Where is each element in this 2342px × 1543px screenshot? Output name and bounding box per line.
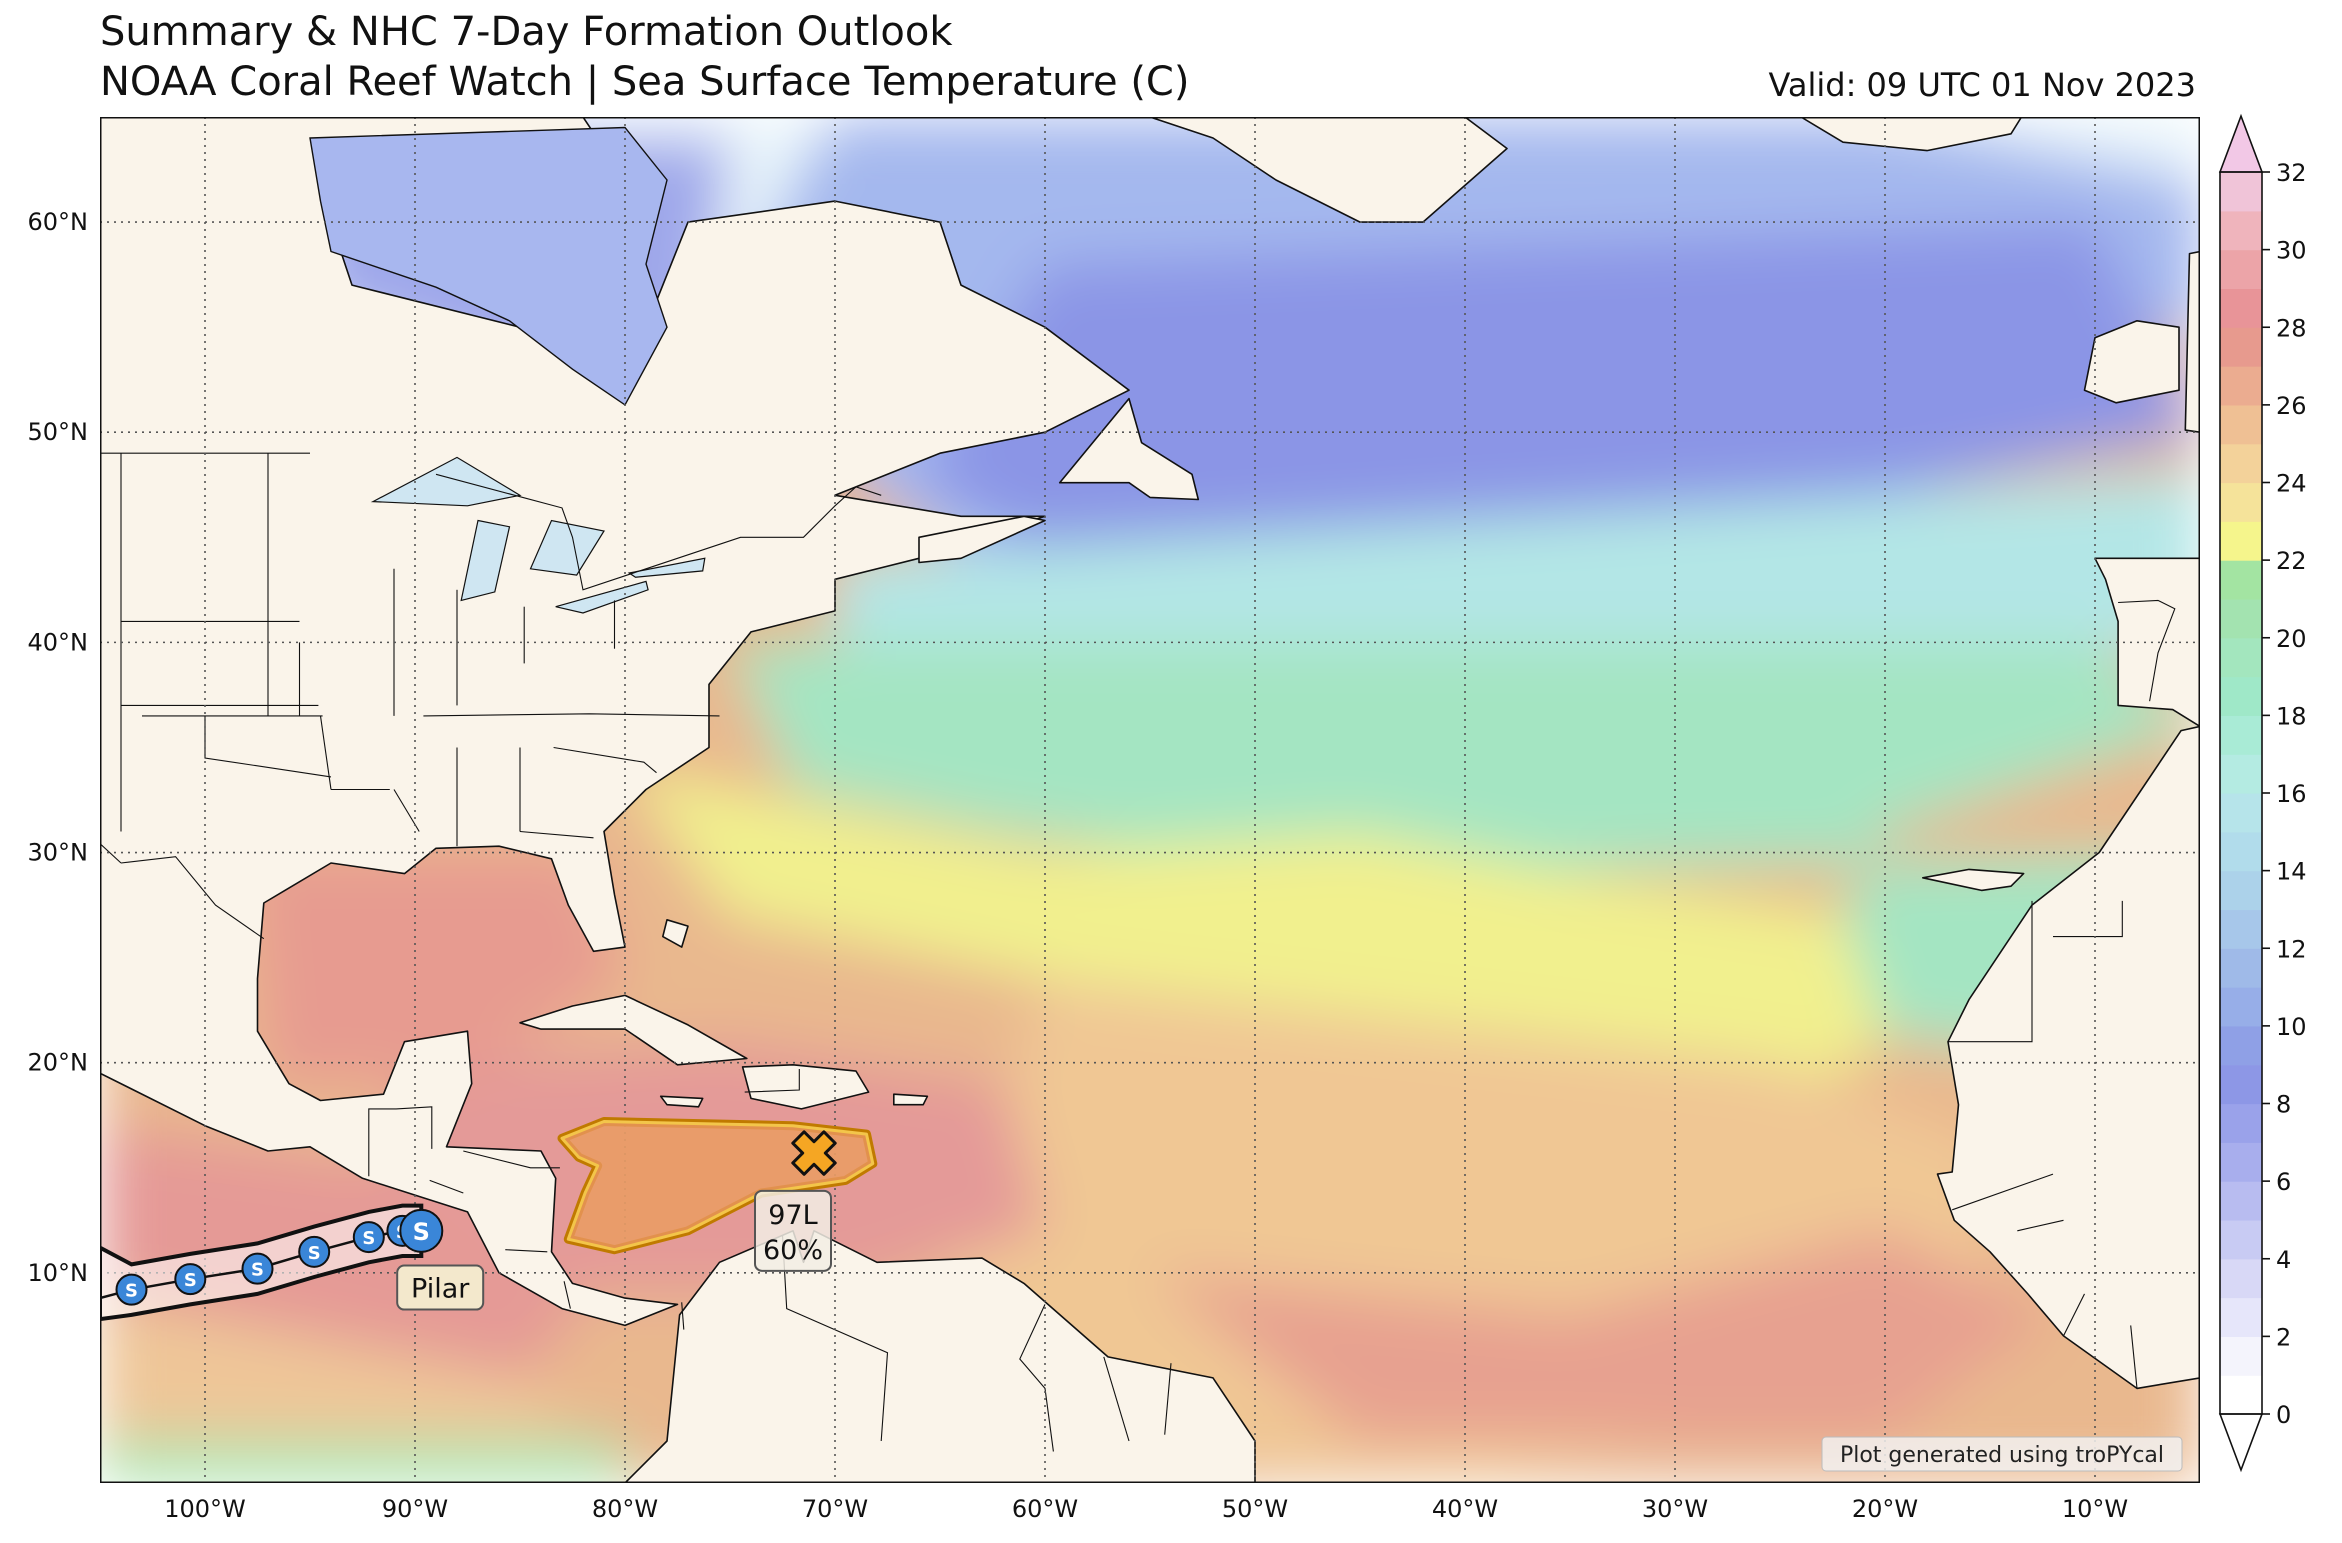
colorbar-swatch — [2220, 404, 2262, 445]
colorbar-tick-label: 28 — [2276, 314, 2307, 342]
colorbar-swatch — [2220, 948, 2262, 988]
colorbar-tick-label: 26 — [2276, 392, 2307, 420]
colorbar-tick-label: 18 — [2276, 702, 2307, 730]
lat-tick-label: 60°N — [28, 208, 89, 236]
storm-track: SSSSSSS — [100, 1203, 444, 1322]
outlook-area — [560, 1120, 875, 1252]
lat-tick-label: 30°N — [28, 839, 89, 867]
colorbar-swatch — [2220, 1103, 2262, 1143]
colorbar-swatch — [2220, 560, 2262, 600]
colorbar-tick-label: 24 — [2276, 470, 2307, 498]
storm-symbol: S — [251, 1260, 264, 1281]
lat-tick-label: 10°N — [28, 1259, 89, 1287]
colorbar-swatch — [2220, 1336, 2262, 1376]
colorbar-swatch — [2220, 1258, 2262, 1299]
colorbar-swatch — [2220, 172, 2262, 212]
colorbar-swatch — [2220, 715, 2262, 755]
lat-tick-label: 50°N — [28, 418, 89, 446]
colorbar-swatch — [2220, 1181, 2262, 1221]
map-subtitle: NOAA Coral Reef Watch | Sea Surface Temp… — [100, 59, 1190, 105]
colorbar-tick-label: 10 — [2276, 1013, 2307, 1041]
lon-axis: 100°W 90°W 80°W 70°W 60°W 50°W 40°W 30°W 20°W 10°… — [164, 1495, 2128, 1523]
storm-name-label: Pilar — [396, 1264, 485, 1311]
lon-tick-label: 40°W — [1432, 1495, 1498, 1523]
colorbar-tick-label: 20 — [2276, 625, 2307, 653]
colorbar-tick-label: 30 — [2276, 237, 2307, 265]
colorbar-tick-label: 32 — [2276, 159, 2307, 187]
credit-text: Plot generated using troPYcal — [1840, 1443, 2164, 1468]
colorbar-tick-label: 6 — [2276, 1168, 2291, 1196]
colorbar-extend-min — [2218, 1413, 2264, 1473]
map-title: Summary & NHC 7-Day Formation Outlook — [100, 9, 953, 55]
colorbar-swatch — [2220, 637, 2262, 678]
colorbar-swatch — [2220, 909, 2262, 949]
map-frame — [100, 117, 2200, 1483]
storm-point: S — [352, 1221, 385, 1254]
lon-tick-label: 30°W — [1642, 1495, 1708, 1523]
colorbar-tick-label: 0 — [2276, 1401, 2291, 1429]
storm-symbol: S — [308, 1243, 321, 1264]
colorbar-swatch — [2220, 366, 2262, 406]
colorbar-swatch — [2220, 210, 2262, 251]
formation-outlook — [557, 1117, 878, 1255]
colorbar-swatch — [2220, 676, 2262, 716]
colorbar-swatch — [2220, 1219, 2262, 1260]
colorbar-swatch — [2220, 1064, 2262, 1105]
colorbar-swatch — [2220, 327, 2262, 367]
lat-axis: 10°N 20°N 30°N 40°N 50°N 60°N — [28, 208, 89, 1287]
storm-symbol: S — [362, 1228, 375, 1249]
storm-point: S — [399, 1208, 444, 1253]
lon-tick-label: 20°W — [1852, 1495, 1918, 1523]
x-marker-icon — [791, 1130, 837, 1176]
colorbar-swatch — [2220, 1375, 2262, 1415]
storm-symbol: S — [184, 1270, 197, 1291]
land-mass — [100, 117, 2200, 1483]
colorbar-swatch — [2220, 1297, 2262, 1337]
colorbar-swatch — [2220, 754, 2262, 794]
lon-tick-label: 100°W — [164, 1495, 246, 1523]
storm-point: S — [241, 1252, 274, 1285]
colorbar-tick-label: 22 — [2276, 547, 2307, 575]
colorbar-swatch — [2220, 987, 2262, 1027]
lon-tick-label: 80°W — [592, 1495, 658, 1523]
colorbar-swatch — [2220, 1142, 2262, 1182]
storm-symbol: S — [413, 1218, 430, 1246]
credit-box: Plot generated using troPYcal — [1821, 1436, 2183, 1472]
colorbar-swatch — [2220, 793, 2262, 833]
colorbar-swatch — [2220, 288, 2262, 328]
colorbar-swatch — [2220, 598, 2262, 639]
colorbar-swatch — [2220, 482, 2262, 522]
lon-tick-label: 60°W — [1012, 1495, 1078, 1523]
colorbar-swatch — [2220, 831, 2262, 872]
colorbar-swatch — [2220, 443, 2262, 484]
storm-name-text: Pilar — [411, 1274, 470, 1305]
colorbar-swatch — [2220, 249, 2262, 290]
lat-tick-label: 20°N — [28, 1049, 89, 1077]
colorbar-tick-label: 2 — [2276, 1323, 2291, 1351]
storm-symbol: S — [125, 1281, 138, 1302]
colorbar-extend-max — [2218, 113, 2264, 173]
storm-point: S — [298, 1235, 331, 1268]
outlook-probability: 60% — [763, 1235, 823, 1266]
lon-tick-label: 10°W — [2062, 1495, 2128, 1523]
storm-point: S — [115, 1273, 148, 1306]
colorbar-tick-label: 8 — [2276, 1091, 2291, 1119]
colorbar-tick-label: 14 — [2276, 858, 2307, 886]
storm-point: S — [174, 1263, 207, 1296]
lon-tick-label: 50°W — [1222, 1495, 1288, 1523]
colorbar-tick-label: 16 — [2276, 780, 2307, 808]
outlook-id: 97L — [768, 1200, 817, 1231]
lon-tick-label: 90°W — [382, 1495, 448, 1523]
lat-tick-label: 40°N — [28, 628, 89, 656]
colorbar-swatch — [2220, 1025, 2262, 1066]
colorbar-tick-label: 4 — [2276, 1246, 2291, 1274]
valid-time: Valid: 09 UTC 01 Nov 2023 — [1768, 66, 2196, 104]
colorbar-swatch — [2220, 521, 2262, 561]
colorbar-swatch — [2220, 870, 2262, 911]
colorbar-tick-label: 12 — [2276, 935, 2307, 963]
lon-tick-label: 70°W — [802, 1495, 868, 1523]
